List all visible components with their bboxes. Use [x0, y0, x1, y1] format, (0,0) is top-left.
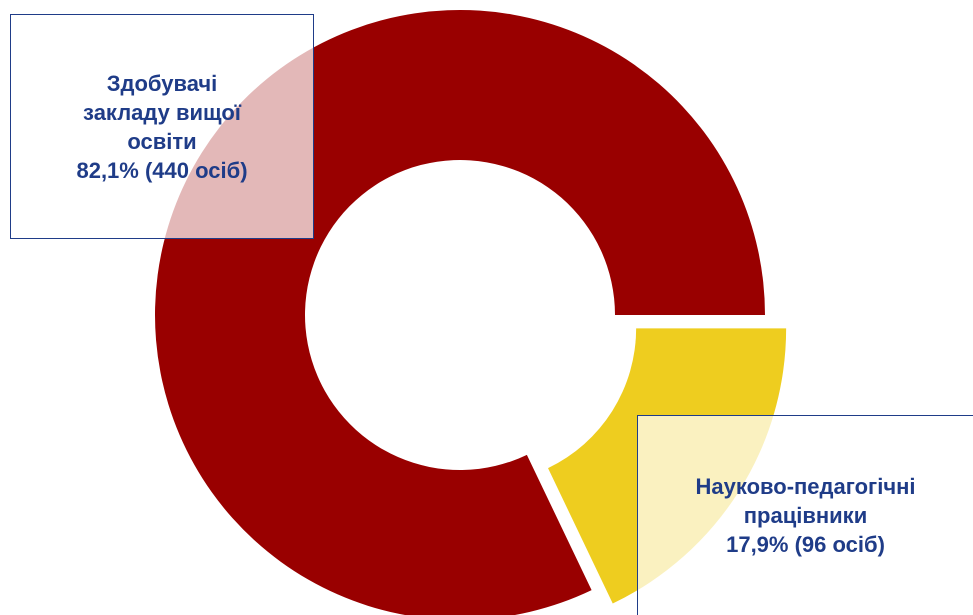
label-box: Науково-педагогічні працівники 17,9% (96… [637, 415, 973, 615]
label-box: Здобувачі закладу вищої освіти 82,1% (44… [10, 14, 314, 239]
value-label: 17,9% (96 осіб) [726, 532, 885, 557]
value-label: 82,1% (440 осіб) [76, 157, 248, 183]
category-label: Науково-педагогічні працівники [695, 474, 916, 528]
category-label: Здобувачі закладу вищої освіти [83, 70, 241, 154]
